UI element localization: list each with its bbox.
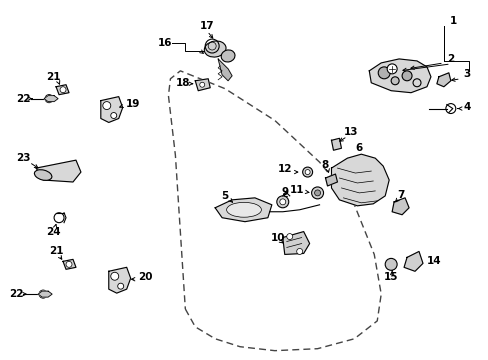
Text: 21: 21: [49, 247, 63, 256]
Polygon shape: [215, 198, 271, 222]
Ellipse shape: [226, 202, 261, 217]
Polygon shape: [325, 174, 337, 186]
Polygon shape: [195, 79, 210, 91]
Text: 21: 21: [46, 72, 60, 82]
Polygon shape: [368, 59, 430, 93]
Ellipse shape: [221, 50, 235, 62]
Circle shape: [385, 258, 396, 270]
Text: 22: 22: [9, 289, 23, 299]
Polygon shape: [101, 96, 122, 122]
Circle shape: [302, 167, 312, 177]
Polygon shape: [63, 260, 76, 269]
Circle shape: [118, 283, 123, 289]
Text: 5: 5: [221, 191, 228, 201]
Text: 22: 22: [16, 94, 30, 104]
Circle shape: [286, 234, 292, 239]
Circle shape: [305, 170, 309, 175]
Text: 14: 14: [426, 256, 441, 266]
Text: 18: 18: [176, 78, 190, 88]
Text: 1: 1: [449, 16, 456, 26]
Text: 3: 3: [462, 69, 469, 79]
Polygon shape: [331, 138, 341, 150]
Circle shape: [377, 67, 389, 79]
Circle shape: [386, 64, 396, 74]
Text: 23: 23: [16, 153, 30, 163]
Circle shape: [102, 102, 111, 109]
Polygon shape: [38, 291, 52, 297]
Ellipse shape: [204, 41, 225, 57]
Circle shape: [60, 87, 66, 93]
Circle shape: [311, 187, 323, 199]
Circle shape: [276, 196, 288, 208]
Circle shape: [199, 82, 204, 87]
Text: 6: 6: [355, 143, 362, 153]
Polygon shape: [391, 198, 408, 215]
Text: 12: 12: [278, 164, 292, 174]
Text: 7: 7: [397, 190, 404, 200]
Circle shape: [314, 190, 320, 196]
Circle shape: [296, 248, 302, 255]
Text: 19: 19: [125, 99, 140, 109]
Text: 4: 4: [462, 102, 469, 112]
Polygon shape: [218, 59, 232, 81]
Circle shape: [66, 261, 72, 267]
Text: 10: 10: [270, 233, 285, 243]
Text: 9: 9: [281, 187, 288, 197]
Polygon shape: [36, 160, 81, 182]
Circle shape: [390, 77, 398, 85]
Text: 13: 13: [344, 127, 358, 138]
Polygon shape: [44, 96, 58, 102]
Text: 16: 16: [158, 38, 172, 48]
Circle shape: [279, 199, 285, 205]
Text: 2: 2: [447, 54, 453, 64]
Circle shape: [401, 71, 411, 81]
Text: 11: 11: [289, 185, 304, 195]
Polygon shape: [331, 154, 388, 206]
Polygon shape: [436, 73, 450, 87]
Text: 17: 17: [200, 21, 214, 31]
Ellipse shape: [34, 170, 52, 180]
Text: 20: 20: [138, 272, 153, 282]
Text: 24: 24: [46, 226, 61, 237]
Polygon shape: [282, 231, 309, 255]
Polygon shape: [56, 85, 69, 95]
Text: 8: 8: [320, 160, 327, 170]
Circle shape: [111, 113, 117, 118]
Circle shape: [111, 272, 119, 280]
Polygon shape: [403, 251, 422, 271]
Text: 15: 15: [383, 272, 398, 282]
Polygon shape: [108, 267, 130, 293]
